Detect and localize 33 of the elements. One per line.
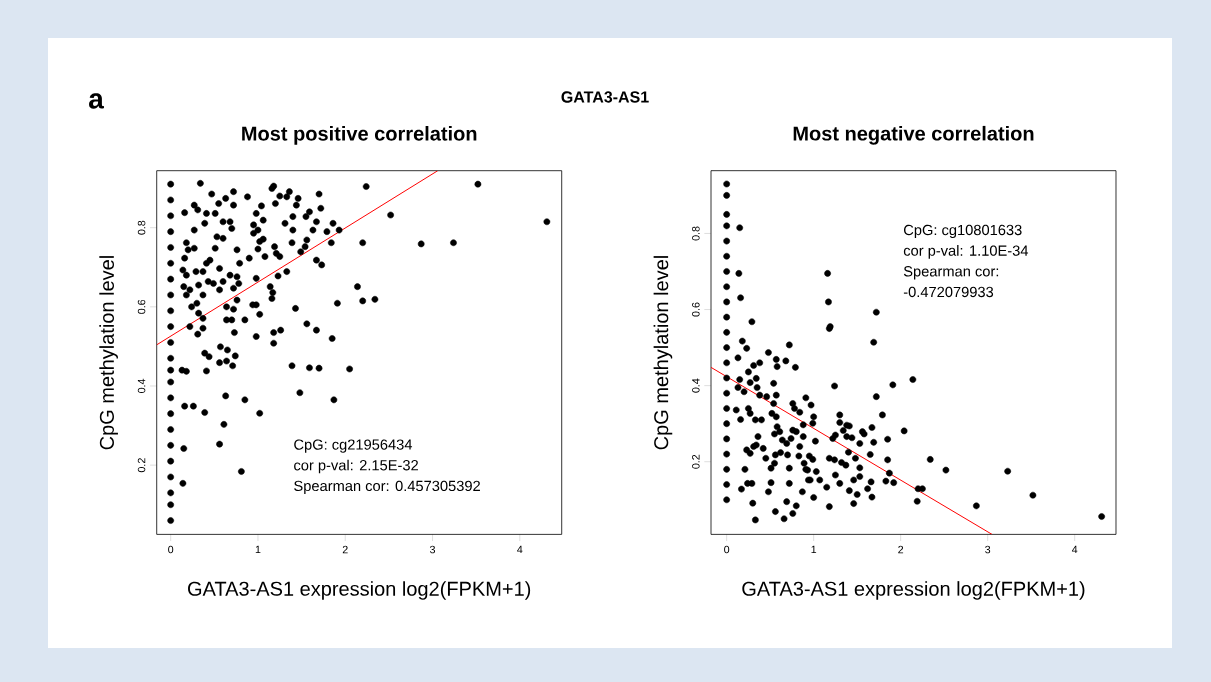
y-tick-label: 0.2 (137, 458, 146, 473)
annotation: cor p-val: 1.10E-34 (903, 245, 1029, 259)
y-tick-label: 0.4 (137, 378, 146, 393)
annotation: CpG: cg10801633 (903, 224, 1022, 239)
annotation: cor p-val: 2.15E-32 (294, 459, 418, 474)
y-tick-label: 0.4 (692, 378, 700, 393)
y-tick-label: 0.8 (137, 220, 146, 235)
chart-title: Most negative correlation (793, 125, 1034, 145)
x-tick-label: 2 (342, 545, 348, 554)
annotation: CpG: cg21956434 (294, 439, 413, 453)
x-tick-label: 2 (898, 545, 904, 554)
x-tick-label: 1 (255, 545, 261, 554)
x-axis-title: GATA3-AS1 expression log2(FPKM+1) (742, 581, 1085, 600)
annotation: Spearman cor: 0.457305392 (294, 480, 480, 494)
y-axis-title: CpG methylation level (653, 256, 673, 450)
annotation: Spearman cor: (903, 266, 999, 280)
x-tick-label: 0 (724, 545, 730, 554)
x-tick-label: 4 (517, 545, 523, 554)
x-tick-label: 0 (168, 545, 174, 554)
chart-title: Most positive correlation (242, 126, 477, 145)
text: GATA3-AS1 (561, 91, 649, 103)
text: a (89, 93, 104, 109)
y-axis-title: CpG methylation level (99, 256, 118, 450)
x-tick-label: 4 (1071, 545, 1078, 554)
y-tick-label: 0.8 (692, 226, 700, 241)
y-tick-label: 0.2 (692, 454, 700, 469)
x-tick-label: 3 (985, 545, 991, 554)
y-tick-label: 0.6 (692, 302, 700, 317)
x-tick-label: 1 (811, 545, 817, 554)
x-tick-label: 3 (429, 545, 436, 554)
x-axis-title: GATA3-AS1 expression log2(FPKM+1) (188, 581, 531, 600)
y-tick-label: 0.6 (137, 299, 146, 314)
annotation: -0.472079933 (903, 286, 994, 298)
